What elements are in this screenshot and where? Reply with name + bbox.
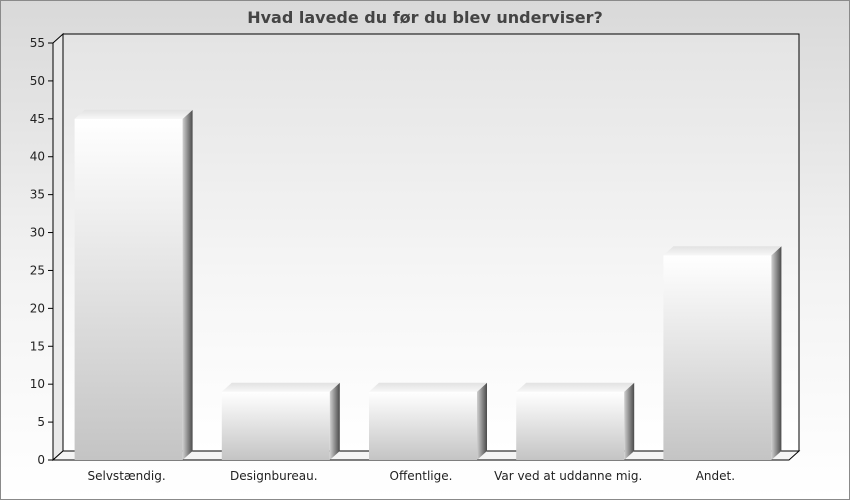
- y-tick-label: 20: [30, 301, 45, 315]
- bar-side: [329, 382, 340, 460]
- y-tick-label: 15: [30, 339, 45, 353]
- x-category-label: Offentlige.: [390, 469, 453, 483]
- bar-front: [74, 118, 183, 461]
- x-axis-labels: Selvstændig. Designbureau. Offentlige. Var …: [88, 469, 736, 483]
- y-axis-ticks: 0 5 10 15 20 25 30 35 40 45 50 55: [30, 36, 53, 467]
- y-tick-label: 5: [37, 415, 45, 429]
- x-category-label: Selvstændig.: [88, 469, 166, 483]
- y-tick-label: 35: [30, 188, 45, 202]
- bar-front: [369, 391, 477, 460]
- chart-title: Hvad lavede du før du blev underviser?: [247, 8, 603, 27]
- bar-side: [182, 109, 193, 461]
- x-category-label: Var ved at uddanne mig.: [494, 469, 642, 483]
- y-tick-label: 0: [37, 453, 45, 467]
- y-tick-label: 30: [30, 226, 45, 240]
- y-tick-label: 10: [30, 377, 45, 391]
- bar-front: [516, 391, 625, 460]
- bar-side: [477, 382, 487, 460]
- bar-top: [74, 109, 193, 119]
- bar: [74, 109, 193, 461]
- bar: [516, 382, 635, 460]
- x-category-label: Designbureau.: [230, 469, 317, 483]
- y-tick-label: 45: [30, 112, 45, 126]
- y-tick-label: 55: [30, 36, 45, 50]
- bar-side: [771, 246, 782, 460]
- bars: [74, 109, 782, 461]
- left-wall: [52, 32, 64, 462]
- x-category-label: Andet.: [696, 469, 735, 483]
- y-tick-label: 25: [30, 263, 45, 277]
- bar: [221, 382, 340, 460]
- bar-top: [369, 382, 487, 392]
- bar: [663, 246, 782, 460]
- y-tick-label: 40: [30, 150, 45, 164]
- bar-top: [221, 382, 340, 392]
- bar-front: [663, 255, 772, 460]
- bar-top: [663, 246, 782, 256]
- y-tick-label: 50: [30, 74, 45, 88]
- bar-top: [516, 382, 635, 392]
- bar: [369, 382, 487, 460]
- bar-front: [221, 391, 330, 460]
- bar-side: [624, 382, 635, 460]
